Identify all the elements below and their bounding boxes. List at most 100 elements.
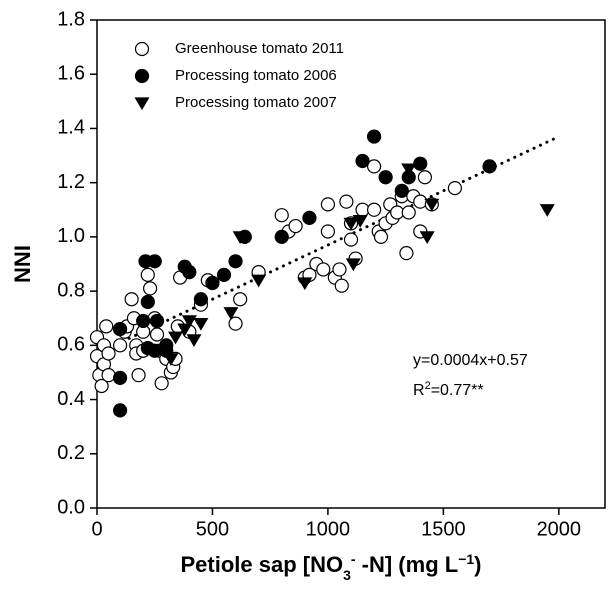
data-point — [378, 170, 393, 185]
data-point — [101, 368, 116, 383]
data-point — [186, 334, 202, 348]
data-point — [232, 231, 248, 245]
label-part: −1 — [458, 551, 474, 567]
label-part: - — [351, 551, 356, 567]
data-point — [316, 262, 331, 277]
y-tick-label: 1.8 — [57, 8, 85, 30]
data-point — [101, 346, 116, 361]
data-point — [163, 353, 179, 367]
data-point — [366, 159, 382, 174]
data-point — [339, 194, 354, 209]
data-point — [482, 159, 497, 174]
y-tick-label: 0.0 — [57, 496, 85, 518]
data-point — [413, 194, 428, 209]
y-tick-label: 0.4 — [57, 388, 85, 410]
legend-label: Greenhouse tomato 2011 — [175, 40, 344, 57]
label-part: =0.77** — [431, 382, 484, 399]
legend-label: Processing tomato 2007 — [175, 94, 337, 111]
label-part: -N] (mg L — [356, 552, 459, 577]
x-tick-label: 500 — [196, 518, 229, 540]
data-point — [352, 214, 368, 228]
data-point — [143, 281, 158, 296]
data-point — [94, 378, 109, 394]
data-point — [233, 292, 248, 307]
label-part: 2 — [425, 380, 431, 392]
plot-frame — [96, 19, 606, 509]
y-tick-label: 1.4 — [57, 117, 85, 139]
legend-marker — [134, 41, 150, 57]
data-point — [539, 204, 555, 217]
data-point — [447, 180, 463, 196]
y-tick-label: 1.2 — [57, 171, 85, 193]
data-point — [112, 321, 128, 337]
data-point — [136, 313, 151, 329]
data-point — [332, 262, 347, 277]
label-part: ) — [474, 552, 481, 577]
data-point — [401, 205, 416, 220]
label-part: R — [413, 382, 425, 399]
data-point — [112, 370, 128, 385]
data-point — [343, 217, 359, 231]
data-point — [288, 218, 303, 234]
y-tick-label: 0.6 — [57, 334, 85, 356]
y-tick-label: 0.2 — [57, 442, 85, 464]
y-tick-label: 1.6 — [57, 63, 85, 85]
data-point — [193, 318, 209, 331]
data-point — [297, 277, 313, 291]
data-point — [320, 197, 336, 212]
data-point — [140, 294, 155, 310]
data-point — [419, 231, 435, 245]
annotation: R2=0.77** — [413, 380, 484, 399]
data-point — [355, 153, 370, 169]
data-point — [394, 183, 409, 198]
data-point — [216, 267, 232, 282]
x-tick-label: 1500 — [421, 518, 466, 540]
data-point — [112, 403, 128, 418]
y-tick-label: 1.0 — [57, 225, 85, 247]
data-point — [399, 246, 414, 261]
data-point — [140, 267, 155, 282]
data-point — [274, 229, 289, 244]
trendline — [95, 135, 561, 355]
data-point — [223, 307, 239, 320]
annotation: y=0.0004x+0.57 — [413, 352, 528, 369]
data-point — [193, 292, 209, 307]
data-point — [112, 338, 128, 353]
data-point — [417, 170, 432, 185]
label-part: Petiole sap [NO — [180, 552, 343, 577]
data-point — [154, 376, 169, 391]
data-point — [366, 129, 382, 144]
data-point — [99, 319, 114, 334]
x-tick-label: 0 — [91, 518, 102, 540]
data-point — [251, 274, 267, 288]
data-point — [228, 254, 243, 269]
data-point — [147, 254, 162, 269]
data-point — [149, 313, 165, 329]
data-point — [149, 327, 165, 342]
data-point — [343, 232, 359, 247]
data-point — [131, 368, 146, 383]
data-point — [320, 224, 336, 239]
data-point — [228, 316, 243, 331]
data-point — [181, 315, 197, 329]
data-point — [182, 265, 197, 280]
data-point — [168, 331, 184, 345]
y-tick-label: 0.8 — [57, 279, 85, 301]
data-point — [274, 208, 289, 223]
data-point — [424, 198, 440, 212]
legend-marker — [134, 97, 150, 111]
data-point — [302, 210, 317, 226]
data-point — [366, 202, 382, 217]
x-tick-label: 1000 — [306, 518, 351, 540]
label-part: 3 — [343, 567, 351, 583]
legend-marker — [134, 68, 150, 84]
data-point — [345, 258, 361, 272]
data-point — [124, 292, 139, 307]
data-point — [334, 278, 349, 293]
data-point — [373, 229, 389, 244]
data-point — [205, 275, 220, 291]
data-point — [401, 163, 417, 177]
legend-label: Processing tomato 2006 — [175, 67, 337, 84]
